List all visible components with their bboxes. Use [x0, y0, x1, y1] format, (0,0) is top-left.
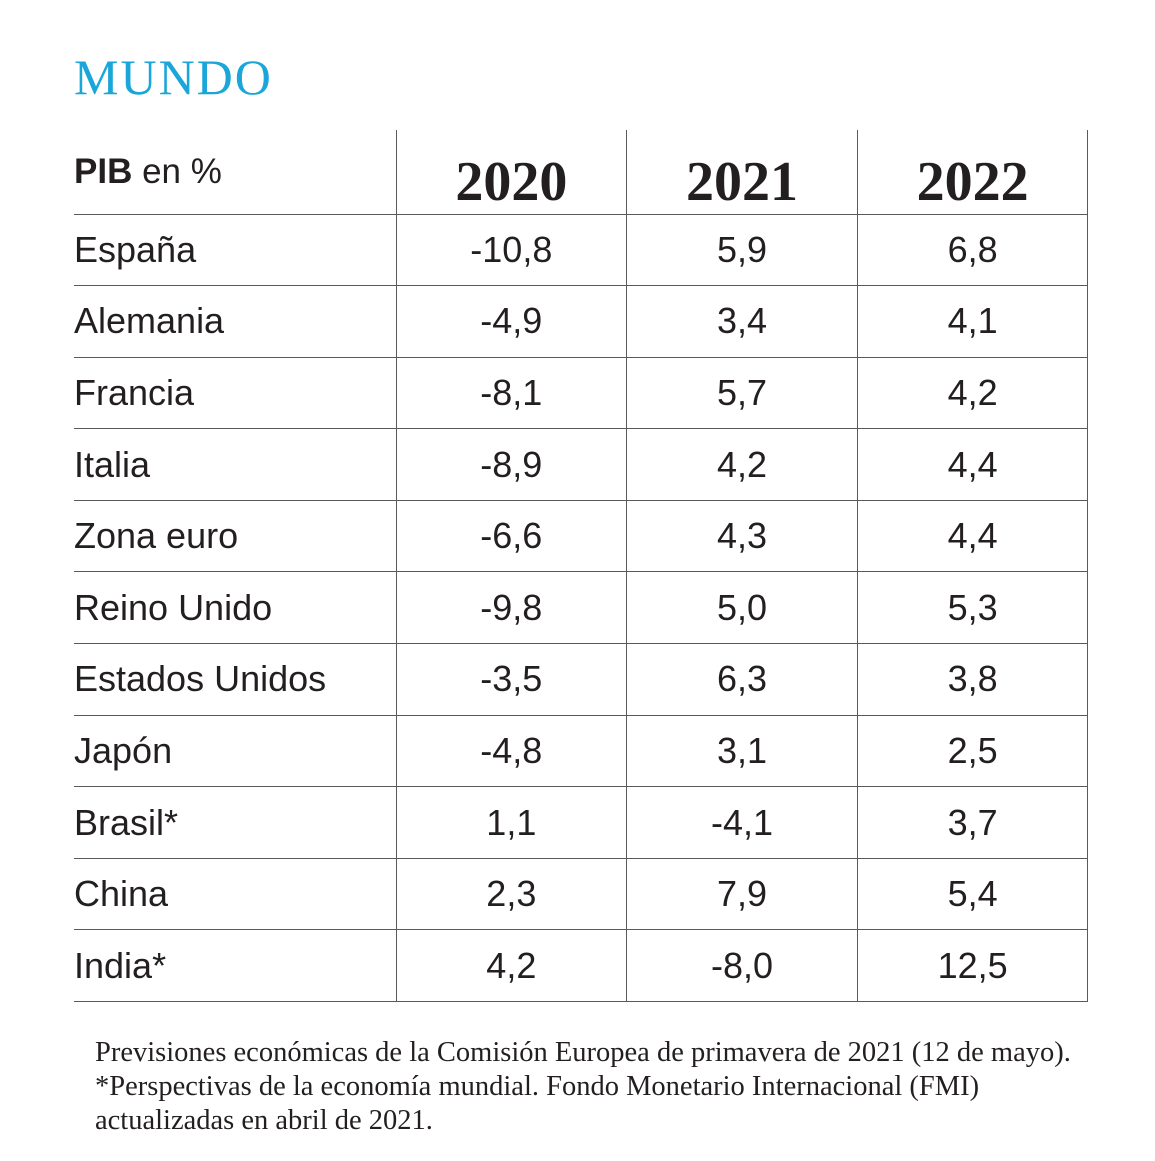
page-title: MUNDO — [74, 49, 273, 105]
header-label-bold: PIB — [74, 151, 133, 191]
value-cell: 5,9 — [626, 214, 858, 287]
value-cell: 2,5 — [856, 715, 1089, 788]
value-cell: 12,5 — [856, 929, 1089, 1003]
country-label: Francia — [74, 357, 396, 430]
gdp-table: PIB en % 2020 2021 2022 España -10,8 5,9 6,… — [74, 130, 1089, 1003]
value-cell: -10,8 — [395, 214, 627, 287]
table-row: Alemania -4,9 3,4 4,1 — [74, 285, 1089, 358]
table-row: Francia -8,1 5,7 4,2 — [74, 357, 1089, 430]
header-row: PIB en % 2020 2021 2022 — [74, 130, 1089, 215]
value-cell: 7,9 — [626, 858, 858, 931]
table-row: Italia -8,9 4,2 4,4 — [74, 428, 1089, 501]
value-cell: 3,4 — [626, 285, 858, 358]
country-label: Estados Unidos — [74, 643, 396, 716]
value-cell: 4,2 — [856, 357, 1089, 430]
country-label: China — [74, 858, 396, 931]
value-cell: 6,3 — [626, 643, 858, 716]
value-cell: 5,4 — [856, 858, 1089, 931]
header-label: PIB en % — [74, 130, 396, 215]
value-cell: 4,4 — [856, 500, 1089, 573]
table-body: España -10,8 5,9 6,8 Alemania -4,9 3,4 4,1 Franc… — [74, 214, 1089, 1003]
value-cell: 4,4 — [856, 428, 1089, 501]
value-cell: 3,1 — [626, 715, 858, 788]
value-cell: 3,8 — [856, 643, 1089, 716]
year-header: 2020 — [395, 130, 627, 215]
table-row: India* 4,2 -8,0 12,5 — [74, 929, 1089, 1003]
value-cell: -3,5 — [395, 643, 627, 716]
header-label-rest: en % — [132, 151, 222, 191]
table-row: Brasil* 1,1 -4,1 3,7 — [74, 786, 1089, 859]
value-cell: 3,7 — [856, 786, 1089, 859]
country-label: Italia — [74, 428, 396, 501]
value-cell: 4,1 — [856, 285, 1089, 358]
value-cell: -6,6 — [395, 500, 627, 573]
table-row: España -10,8 5,9 6,8 — [74, 214, 1089, 287]
value-cell: -4,1 — [626, 786, 858, 859]
footnote: Previsiones económicas de la Comisión Eu… — [95, 1037, 1071, 1136]
country-label: India* — [74, 929, 396, 1003]
year-header: 2021 — [626, 130, 858, 215]
value-cell: 4,2 — [626, 428, 858, 501]
value-cell: 5,0 — [626, 571, 858, 645]
value-cell: -4,8 — [395, 715, 627, 788]
table-row: Japón -4,8 3,1 2,5 — [74, 715, 1089, 788]
table-row: Reino Unido -9,8 5,0 5,3 — [74, 571, 1089, 645]
table-row: Estados Unidos -3,5 6,3 3,8 — [74, 643, 1089, 716]
value-cell: -9,8 — [395, 571, 627, 645]
country-label: Japón — [74, 715, 396, 788]
value-cell: -8,1 — [395, 357, 627, 430]
value-cell: 4,2 — [395, 929, 627, 1003]
table-row: China 2,3 7,9 5,4 — [74, 858, 1089, 931]
value-cell: -8,9 — [395, 428, 627, 501]
year-header: 2022 — [856, 130, 1089, 215]
country-label: España — [74, 214, 396, 287]
value-cell: -4,9 — [395, 285, 627, 358]
country-label: Zona euro — [74, 500, 396, 573]
value-cell: 5,7 — [626, 357, 858, 430]
value-cell: 4,3 — [626, 500, 858, 573]
value-cell: 5,3 — [856, 571, 1089, 645]
value-cell: -8,0 — [626, 929, 858, 1003]
value-cell: 6,8 — [856, 214, 1089, 287]
value-cell: 1,1 — [395, 786, 627, 859]
country-label: Brasil* — [74, 786, 396, 859]
value-cell: 2,3 — [395, 858, 627, 931]
table-row: Zona euro -6,6 4,3 4,4 — [74, 500, 1089, 573]
country-label: Alemania — [74, 285, 396, 358]
country-label: Reino Unido — [74, 571, 396, 645]
